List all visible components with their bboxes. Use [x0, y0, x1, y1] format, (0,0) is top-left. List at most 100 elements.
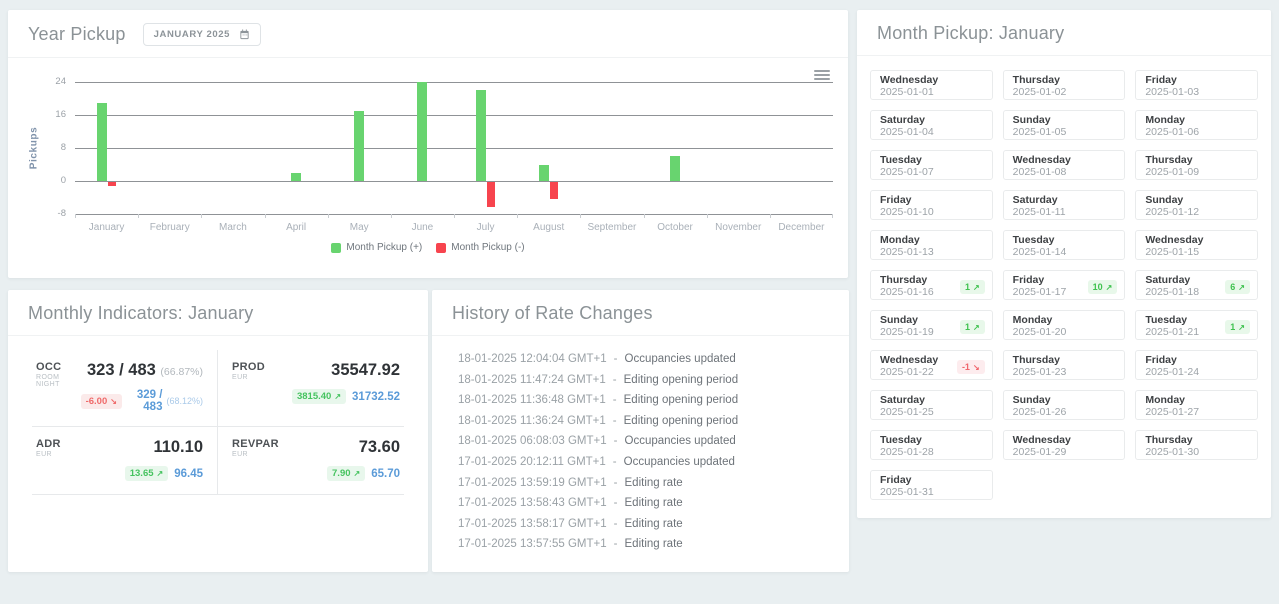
day-date: 2025-01-03 — [1145, 86, 1200, 98]
calendar-grid: Wednesday 2025-01-01 Thursday 2025-01-02 Fri… — [870, 70, 1258, 500]
calendar-day-card[interactable]: Saturday 2025-01-25 — [870, 390, 993, 420]
history-action: Editing rate — [624, 517, 683, 530]
indicator-label: PROD — [232, 361, 265, 373]
rate-history-panel: History of Rate Changes 18-01-2025 12:04… — [432, 290, 849, 572]
day-name: Wednesday — [1012, 154, 1071, 166]
day-name: Saturday — [880, 394, 925, 406]
day-name: Monday — [1145, 114, 1185, 126]
day-date: 2025-01-31 — [880, 486, 934, 498]
calendar-day-card[interactable]: Thursday 2025-01-16 1 ↗ — [870, 270, 993, 300]
x-axis-tick — [454, 214, 455, 218]
x-axis-tick — [643, 214, 645, 218]
delta-value: 7.90 — [332, 468, 351, 479]
calendar-day-card[interactable]: Sunday 2025-01-19 1 ↗ — [870, 310, 993, 340]
day-name: Monday — [1145, 394, 1185, 406]
calendar-day-card[interactable]: Tuesday 2025-01-07 — [870, 150, 993, 180]
history-timestamp: 17-01-2025 13:58:43 GMT+1 — [458, 497, 607, 510]
history-action: Editing rate — [624, 476, 683, 489]
calendar-day-card[interactable]: Wednesday 2025-01-29 — [1002, 430, 1126, 460]
legend-item[interactable]: Month Pickup (+) — [331, 242, 422, 253]
day-date: 2025-01-08 — [1012, 166, 1067, 178]
calendar-day-card[interactable]: Wednesday 2025-01-08 — [1002, 150, 1126, 180]
indicator-value: 110.10 — [153, 438, 203, 456]
arrow-up-icon: ↗ — [353, 469, 361, 478]
history-timestamp: 18-01-2025 11:47:24 GMT+1 — [458, 373, 606, 386]
previous-value: 31732.52 — [352, 390, 400, 403]
day-date: 2025-01-12 — [1145, 206, 1200, 218]
month-pickup-header: Month Pickup: January — [857, 10, 1271, 56]
calendar-day-card[interactable]: Friday 2025-01-03 — [1135, 70, 1258, 100]
x-axis-label: December — [778, 222, 825, 233]
calendar-day-card[interactable]: Thursday 2025-01-23 — [1002, 350, 1126, 380]
history-entry: 17-01-2025 13:58:43 GMT+1- Editing rate — [458, 497, 823, 509]
calendar-day-card[interactable]: Friday 2025-01-17 10 ↗ — [1002, 270, 1126, 300]
history-entry: 17-01-2025 13:59:19 GMT+1- Editing rate — [458, 477, 823, 489]
calendar-day-card[interactable]: Sunday 2025-01-05 — [1002, 110, 1126, 140]
history-action: Editing rate — [624, 497, 683, 510]
chart-gridline — [75, 115, 833, 116]
rate-history-title: History of Rate Changes — [452, 303, 653, 323]
pickup-badge: -1 ↘ — [956, 360, 985, 374]
x-axis-label: April — [286, 222, 307, 233]
calendar-day-card[interactable]: Saturday 2025-01-11 — [1002, 190, 1126, 220]
calendar-day-card[interactable]: Tuesday 2025-01-14 — [1002, 230, 1126, 260]
calendar-day-card[interactable]: Thursday 2025-01-30 — [1135, 430, 1258, 460]
previous-value: 65.70 — [371, 467, 400, 480]
x-axis-tick — [138, 214, 140, 218]
calendar-day-card[interactable]: Friday 2025-01-10 — [870, 190, 993, 220]
x-axis-tick — [264, 214, 266, 218]
indicator-value: 35547.92 — [331, 361, 400, 379]
legend-item[interactable]: Month Pickup (-) — [436, 242, 525, 253]
calendar-day-card[interactable]: Monday 2025-01-27 — [1135, 390, 1258, 420]
positive-pickup-bar — [538, 164, 549, 181]
x-axis-label: January — [88, 222, 125, 233]
calendar-day-card[interactable]: Wednesday 2025-01-01 — [870, 70, 993, 100]
day-name: Tuesday — [1012, 234, 1055, 246]
arrow-down-icon: ↘ — [972, 362, 980, 372]
calendar-day-card[interactable]: Friday 2025-01-24 — [1135, 350, 1258, 380]
calendar-day-card[interactable]: Tuesday 2025-01-21 1 ↗ — [1135, 310, 1258, 340]
day-date: 2025-01-25 — [880, 406, 934, 418]
delta-value: -6.00 — [85, 395, 108, 407]
calendar-day-card[interactable]: Wednesday 2025-01-22 -1 ↘ — [870, 350, 993, 380]
pickup-badge: 6 ↗ — [1225, 280, 1250, 294]
calendar-day-card[interactable]: Thursday 2025-01-09 — [1135, 150, 1258, 180]
calendar-day-card[interactable]: Sunday 2025-01-12 — [1135, 190, 1258, 220]
calendar-day-card[interactable]: Friday 2025-01-31 — [870, 470, 993, 500]
year-date-selector[interactable]: JANUARY 2025 — [142, 23, 261, 46]
month-pickup-title: Month Pickup: January — [877, 23, 1065, 43]
history-action: Occupancies updated — [624, 353, 736, 365]
calendar-day-card[interactable]: Monday 2025-01-13 — [870, 230, 993, 260]
pickup-badge-value: -1 — [961, 362, 970, 372]
day-name: Monday — [880, 234, 920, 246]
arrow-up-icon: ↗ — [1238, 322, 1245, 332]
day-date: 2025-01-27 — [1145, 406, 1200, 418]
day-name: Saturday — [1012, 194, 1058, 206]
indicator-delta-row: -6.00 ↘ 329 / 483 (68.12%) — [80, 389, 203, 413]
x-axis-tick — [327, 214, 329, 218]
day-date: 2025-01-19 — [880, 326, 934, 338]
history-action: Occupancies updated — [624, 435, 736, 448]
calendar-day-card[interactable]: Wednesday 2025-01-15 — [1135, 230, 1258, 260]
pickup-badge-value: 10 — [1092, 282, 1103, 292]
calendar-day-card[interactable]: Saturday 2025-01-04 — [870, 110, 993, 140]
calendar-day-card[interactable]: Saturday 2025-01-18 6 ↗ — [1135, 270, 1258, 300]
calendar-day-card[interactable]: Monday 2025-01-20 — [1002, 310, 1126, 340]
x-axis-tick — [769, 214, 771, 218]
indicators-grid: OCC ROOM NIGHT 323 / 483 (66.87%) -6.00 ↘ 329… — [32, 350, 404, 495]
history-timestamp: 18-01-2025 06:08:03 GMT+1 — [458, 435, 607, 448]
calendar-day-card[interactable]: Monday 2025-01-06 — [1135, 110, 1258, 140]
rate-history-header: History of Rate Changes — [432, 290, 849, 336]
history-timestamp: 17-01-2025 13:57:55 GMT+1 — [458, 538, 607, 551]
chart-gridline — [75, 148, 833, 149]
x-axis-tick — [832, 214, 833, 218]
indicator-value: 323 / 483 (66.87%) — [86, 361, 203, 379]
history-entry: 18-01-2025 06:08:03 GMT+1- Occupancies up… — [458, 435, 823, 447]
day-name: Tuesday — [1145, 314, 1188, 326]
history-separator: - — [612, 455, 617, 468]
calendar-day-card[interactable]: Sunday 2025-01-26 — [1002, 390, 1126, 420]
history-separator: - — [613, 517, 618, 530]
calendar-day-card[interactable]: Tuesday 2025-01-28 — [870, 430, 993, 460]
calendar-day-card[interactable]: Thursday 2025-01-02 — [1002, 70, 1126, 100]
chart-menu-icon[interactable] — [814, 70, 830, 82]
